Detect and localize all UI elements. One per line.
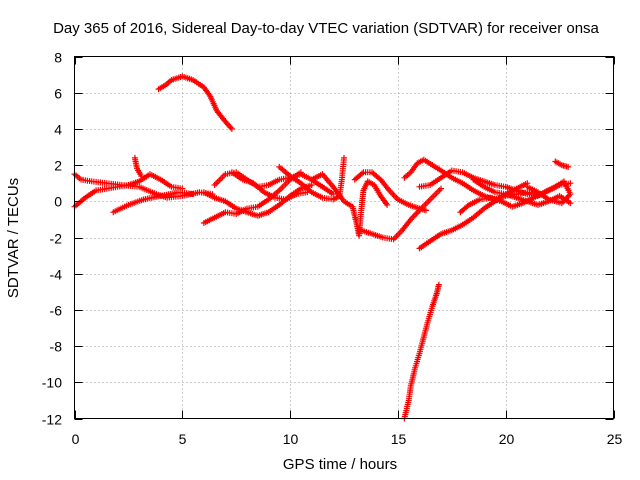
y-tick-label: 0 <box>54 194 62 210</box>
y-tick-label: -8 <box>50 339 63 355</box>
y-tick-label: 4 <box>54 122 62 138</box>
axis-ticks <box>74 56 615 420</box>
series-arc10 <box>228 169 311 203</box>
y-tick-label: -12 <box>42 412 62 428</box>
y-tick-label: -2 <box>50 231 63 247</box>
y-tick-label: -6 <box>50 303 63 319</box>
data-point-markers <box>470 176 574 208</box>
y-tick-label: 8 <box>54 50 62 66</box>
series-arc18 <box>457 178 574 216</box>
y-tick-label: -10 <box>42 375 62 391</box>
y-axis-label: SDTVAR / TECUs <box>5 178 22 298</box>
x-tick-label: 15 <box>391 431 407 447</box>
series-arc19 <box>470 176 574 208</box>
data-series <box>71 73 574 422</box>
x-tick-label: 25 <box>607 431 623 447</box>
grid-lines <box>74 56 614 419</box>
x-tick-label: 10 <box>283 431 299 447</box>
y-tick-label: -4 <box>50 267 63 283</box>
x-axis-label: GPS time / hours <box>283 456 397 473</box>
y-tick-label: 6 <box>54 86 62 102</box>
series-arc5 <box>110 189 197 216</box>
chart-title: Day 365 of 2016, Sidereal Day-to-day VTE… <box>53 20 599 37</box>
x-tick-label: 0 <box>72 431 80 447</box>
data-point-markers <box>155 73 235 132</box>
data-point-markers <box>228 169 311 203</box>
series-arc13 <box>351 169 429 214</box>
data-point-markers <box>358 185 444 243</box>
series-arc14 <box>358 185 444 243</box>
x-tick-label: 5 <box>179 431 187 447</box>
x-tick-labels: 0 5 10 15 20 25 <box>72 431 623 447</box>
plot-border <box>74 56 614 419</box>
data-point-markers <box>351 169 429 214</box>
series-arc12 <box>308 171 391 239</box>
data-point-markers <box>457 178 574 216</box>
series-arc2 <box>401 281 442 422</box>
data-point-markers <box>308 171 391 239</box>
y-tick-labels: -12 -10 -8 -6 -4 -2 0 2 4 6 8 <box>42 50 62 428</box>
x-tick-label: 20 <box>499 431 515 447</box>
data-point-markers <box>401 281 442 422</box>
series-arc1 <box>155 73 235 132</box>
y-tick-label: 2 <box>54 158 62 174</box>
series-arc6 <box>131 154 145 179</box>
data-point-markers <box>110 189 197 216</box>
series-arc20 <box>552 158 572 170</box>
data-point-markers <box>131 154 145 179</box>
data-point-markers <box>552 158 572 170</box>
